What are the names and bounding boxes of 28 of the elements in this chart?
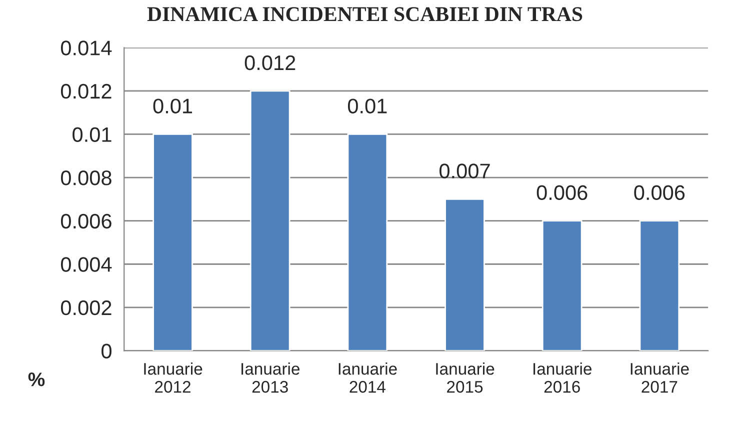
x-tick-label: Ianuarie 2013: [242, 362, 300, 393]
bar: [444, 198, 485, 351]
bar: [639, 220, 680, 351]
x-tick-label: Ianuarie 2012: [144, 362, 202, 393]
bar: [152, 134, 193, 351]
bar: [347, 134, 388, 351]
y-tick-label: 0: [102, 344, 112, 358]
y-tick-label: 0.01: [72, 127, 112, 142]
y-tick-label: 0.012: [60, 84, 112, 99]
bar: [250, 90, 290, 351]
data-label: 0.006: [536, 185, 588, 200]
y-tick-label: 0.008: [60, 170, 112, 186]
data-label: 0.01: [153, 98, 192, 114]
y-tick-label: 0.014: [60, 40, 112, 56]
x-tick-label: Ianuarie 2015: [436, 362, 494, 393]
y-axis-title: %: [28, 372, 45, 386]
data-label: 0.007: [440, 164, 490, 178]
x-tick-label: Ianuarie 2014: [338, 362, 397, 393]
y-tick-label: 0.006: [60, 214, 112, 229]
bar: [542, 220, 582, 351]
y-tick-label: 0.004: [60, 257, 112, 272]
x-tick-label: Ianuarie 2016: [534, 362, 592, 393]
data-label: 0.012: [244, 55, 296, 70]
y-tick-label: 0.002: [60, 300, 112, 316]
data-label: 0.006: [634, 185, 685, 200]
x-tick-label: Ianuarie 2017: [630, 362, 689, 393]
data-label: 0.01: [348, 98, 387, 114]
chart-title: DINAMICA INCIDENTEI SCABIEI DIN TRAS: [147, 7, 582, 22]
